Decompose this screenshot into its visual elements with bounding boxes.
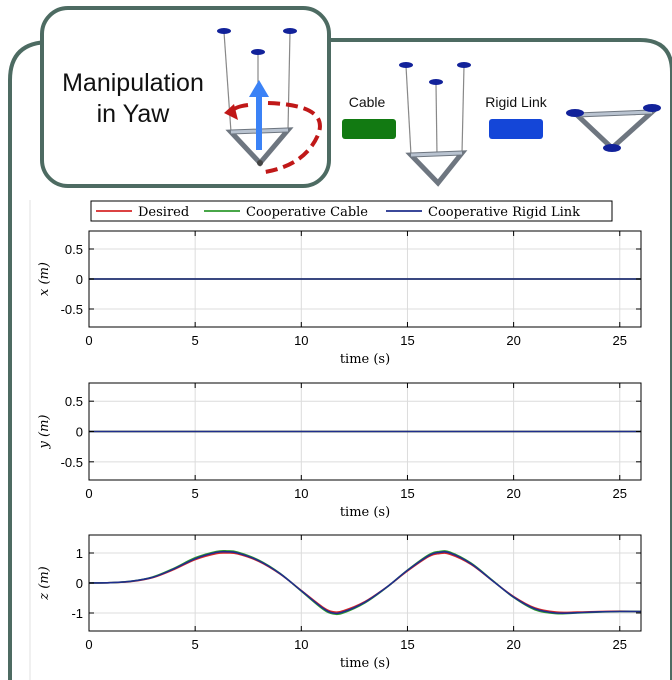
x-tick-label: 5 [192,637,199,652]
y-axis-label: z (m) [37,566,52,600]
rigid-swatch [489,119,543,139]
legend-entry: Cooperative Rigid Link [428,205,580,220]
yaw-illustration [217,28,322,174]
x-tick-label: 10 [294,486,308,501]
series-line [88,550,642,615]
rigid-illustration [566,104,661,152]
x-axis-label: time (s) [340,352,390,367]
y-axis-label: x (m) [37,262,52,296]
y-tick-label: 0.5 [65,242,83,257]
legend-entry: Desired [138,205,189,220]
drone-icon [399,62,471,85]
legend: Desired Cooperative Cable Cooperative Rigi… [90,200,613,222]
outer-panel [8,38,672,680]
y-tick-label: -0.5 [61,455,83,470]
yaw-arrow-icon [264,101,322,174]
cable-swatch [342,119,396,139]
cable-label: Cable [349,94,386,110]
x-tick-label: 0 [85,637,92,652]
y-tick-label: 0 [76,576,83,591]
x-tick-label: 20 [506,637,520,652]
drone-icon [566,104,661,152]
y-tick-label: 0.5 [65,394,83,409]
chart-x: 0 5 10 15 20 25 -0.5 0 0.5 time (s) x (m) [37,230,642,367]
y-tick-label: 0 [76,272,83,287]
chart-y: 0 5 10 15 20 25 -0.5 0 0.5 time (s) y (m) [37,382,642,520]
x-tick-label: 0 [85,333,92,348]
chart-z: 0 5 10 15 20 25 -1 0 1 time (s) z (m) [37,534,642,671]
title-line2: in Yaw [97,100,171,128]
y-tick-label: 0 [76,425,83,440]
x-tick-label: 15 [400,333,414,348]
y-axis-label: y (m) [37,415,52,450]
x-axis-label: time (s) [340,656,390,671]
x-tick-label: 25 [613,637,627,652]
series-line [88,552,642,614]
x-tick-label: 15 [400,637,414,652]
y-tick-label: -0.5 [61,302,83,317]
legend-box [90,200,613,222]
title-line1: Manipulation [62,69,204,97]
x-tick-label: 10 [294,333,308,348]
y-tick-label: -1 [71,606,83,621]
x-tick-label: 5 [192,486,199,501]
x-tick-label: 20 [506,333,520,348]
x-tick-label: 25 [613,486,627,501]
x-tick-label: 5 [192,333,199,348]
y-tick-label: 1 [76,546,83,561]
x-tick-label: 25 [613,333,627,348]
x-axis-label: time (s) [340,505,390,520]
x-tick-label: 0 [85,486,92,501]
title-box [40,6,331,188]
x-tick-label: 10 [294,637,308,652]
drone-icon [217,28,297,55]
x-tick-label: 20 [506,486,520,501]
legend-entry: Cooperative Cable [246,205,368,220]
x-tick-label: 15 [400,486,414,501]
rigid-label: Rigid Link [485,94,547,110]
cable-illustration [399,62,471,187]
